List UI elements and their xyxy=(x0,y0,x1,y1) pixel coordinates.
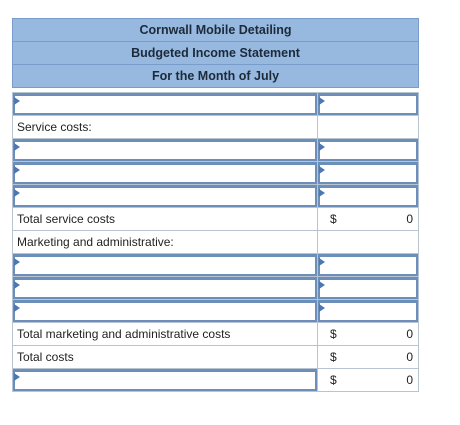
dropdown-arrow-icon xyxy=(14,143,20,151)
income-statement-sheet: Cornwall Mobile Detailing Budgeted Incom… xyxy=(12,18,419,392)
dropdown-arrow-icon xyxy=(14,304,20,312)
marketing-label: Marketing and administrative: xyxy=(13,231,318,253)
service-cost-2-label-input[interactable] xyxy=(13,162,318,184)
dropdown-arrow-icon xyxy=(319,189,325,197)
total-costs-value: 0 xyxy=(406,350,413,364)
currency-symbol: $ xyxy=(330,350,337,364)
dropdown-arrow-icon xyxy=(14,258,20,266)
dropdown-arrow-icon xyxy=(14,373,20,381)
marketing-header-row: Marketing and administrative: xyxy=(12,231,419,254)
service-cost-2-value-input[interactable] xyxy=(318,162,418,184)
company-name: Cornwall Mobile Detailing xyxy=(12,18,419,41)
currency-symbol: $ xyxy=(330,373,337,387)
dropdown-arrow-icon xyxy=(14,281,20,289)
marketing-cost-row-3 xyxy=(12,300,419,323)
currency-symbol: $ xyxy=(330,327,337,341)
revenue-row xyxy=(12,92,419,116)
revenue-label-input[interactable] xyxy=(13,93,318,115)
dropdown-arrow-icon xyxy=(319,304,325,312)
service-cost-row-3 xyxy=(12,185,419,208)
dropdown-arrow-icon xyxy=(319,281,325,289)
service-cost-1-label-input[interactable] xyxy=(13,139,318,161)
service-costs-empty-cell xyxy=(318,116,418,138)
revenue-value-input[interactable] xyxy=(318,93,418,115)
currency-symbol: $ xyxy=(330,212,337,226)
service-costs-header-row: Service costs: xyxy=(12,116,419,139)
marketing-cost-2-label-input[interactable] xyxy=(13,277,318,299)
final-value: 0 xyxy=(406,373,413,387)
statement-period: For the Month of July xyxy=(12,64,419,88)
dropdown-arrow-icon xyxy=(14,166,20,174)
total-marketing-row: Total marketing and administrative costs… xyxy=(12,323,419,346)
total-service-costs-label: Total service costs xyxy=(13,208,318,230)
marketing-cost-row-1 xyxy=(12,254,419,277)
total-service-costs-value: 0 xyxy=(406,212,413,226)
total-service-costs-cell: $ 0 xyxy=(318,208,418,230)
service-cost-row-2 xyxy=(12,162,419,185)
marketing-cost-1-value-input[interactable] xyxy=(318,254,418,276)
dropdown-arrow-icon xyxy=(319,143,325,151)
total-marketing-value: 0 xyxy=(406,327,413,341)
total-service-costs-row: Total service costs $ 0 xyxy=(12,208,419,231)
dropdown-arrow-icon xyxy=(14,97,20,105)
statement-title: Budgeted Income Statement xyxy=(12,41,419,64)
service-cost-1-value-input[interactable] xyxy=(318,139,418,161)
dropdown-arrow-icon xyxy=(14,189,20,197)
total-costs-row: Total costs $ 0 xyxy=(12,346,419,369)
marketing-empty-cell xyxy=(318,231,418,253)
total-costs-label: Total costs xyxy=(13,346,318,368)
service-cost-3-value-input[interactable] xyxy=(318,185,418,207)
final-value-cell: $ 0 xyxy=(318,369,418,391)
service-cost-row-1 xyxy=(12,139,419,162)
marketing-cost-1-label-input[interactable] xyxy=(13,254,318,276)
dropdown-arrow-icon xyxy=(319,258,325,266)
service-cost-3-label-input[interactable] xyxy=(13,185,318,207)
marketing-cost-3-label-input[interactable] xyxy=(13,300,318,322)
dropdown-arrow-icon xyxy=(319,166,325,174)
final-row: $ 0 xyxy=(12,369,419,392)
final-label-input[interactable] xyxy=(13,369,318,391)
marketing-cost-2-value-input[interactable] xyxy=(318,277,418,299)
marketing-cost-row-2 xyxy=(12,277,419,300)
total-marketing-label: Total marketing and administrative costs xyxy=(13,323,318,345)
marketing-cost-3-value-input[interactable] xyxy=(318,300,418,322)
service-costs-label: Service costs: xyxy=(13,116,318,138)
total-costs-cell: $ 0 xyxy=(318,346,418,368)
dropdown-arrow-icon xyxy=(319,97,325,105)
total-marketing-cell: $ 0 xyxy=(318,323,418,345)
